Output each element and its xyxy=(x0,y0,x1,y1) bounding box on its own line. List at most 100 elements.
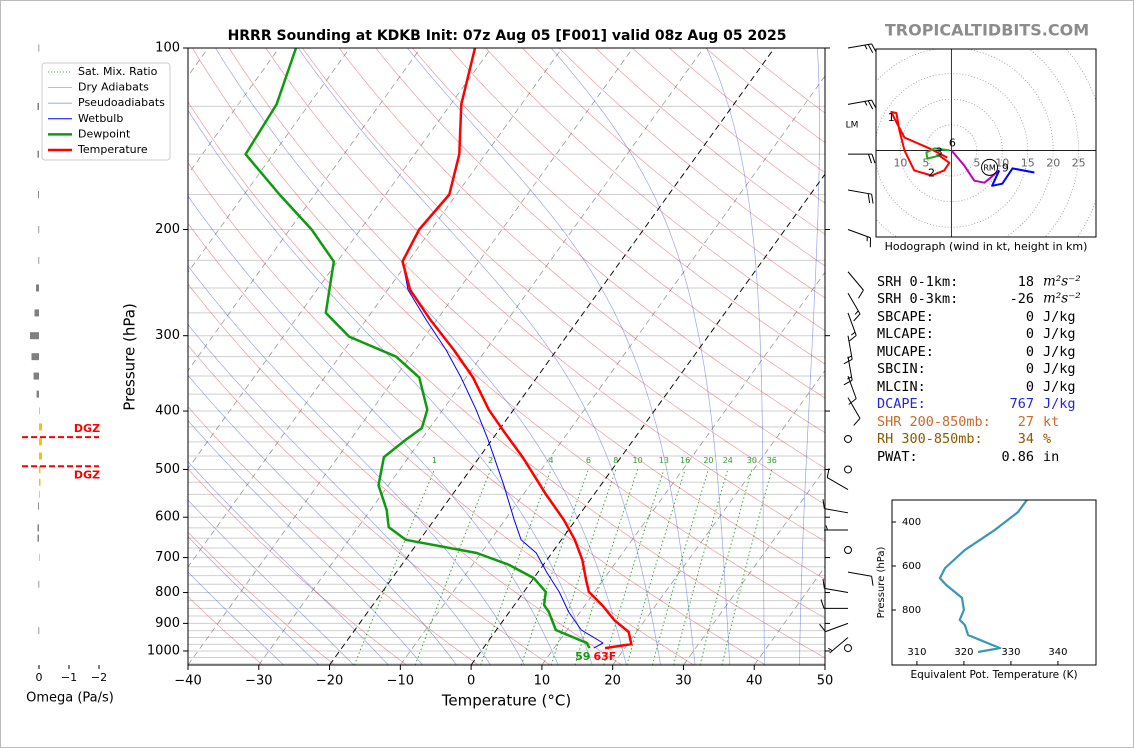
x-tick-label: −1 xyxy=(61,671,77,684)
site-name: TROPICALTIDBITS.COM xyxy=(885,21,1089,40)
barb-staff xyxy=(824,508,849,514)
pseudoadiabat xyxy=(188,109,593,665)
barb-staff xyxy=(847,292,861,315)
barb-half xyxy=(854,310,859,315)
height-label: 9 xyxy=(1002,161,1009,174)
y-tick-label: 900 xyxy=(155,616,180,631)
mixing-ratio-label: 20 xyxy=(703,456,713,465)
index-label: MLCIN: xyxy=(877,379,926,395)
barb-half xyxy=(827,647,833,652)
mixing-ratio-line xyxy=(626,469,686,665)
barb-full xyxy=(843,379,853,386)
barb-staff xyxy=(847,312,857,336)
wind-barb xyxy=(843,356,853,386)
annotation: LM xyxy=(846,121,859,131)
mixing-ratio-label: 24 xyxy=(723,456,733,465)
barb-staff xyxy=(847,43,872,49)
omega-bar xyxy=(39,478,41,486)
barb-staff xyxy=(825,622,849,633)
index-value: 0 xyxy=(1026,379,1034,395)
dry-adiabat xyxy=(188,406,479,665)
index-unit: J/kg xyxy=(1043,326,1076,342)
wind-barb xyxy=(847,43,877,54)
barb-full xyxy=(871,194,874,204)
omega-bar xyxy=(37,150,39,158)
barb-full xyxy=(871,576,874,586)
omega-bar xyxy=(39,490,40,498)
profile-line xyxy=(244,48,591,649)
pseudoadiabat xyxy=(297,48,661,665)
legend-label: Dewpoint xyxy=(78,127,131,140)
x-tick-label: 320 xyxy=(954,647,973,658)
dry-adiabat xyxy=(188,531,335,665)
wind-barb xyxy=(844,465,852,474)
barb-staff xyxy=(847,571,872,577)
wind-barb xyxy=(847,397,861,426)
index-label: RH 300-850mb: xyxy=(877,431,983,447)
barb-staff xyxy=(847,397,861,419)
index-label: MLCAPE: xyxy=(877,326,934,342)
surface-temperature-label: 63F xyxy=(593,650,616,663)
theta-y-label: Pressure (hPa) xyxy=(876,547,887,619)
skewt-axes: 59 63F −40 −30 −20 −10 0 10 20 30 40 50 100 200 300 400… xyxy=(41,41,877,710)
barb-full xyxy=(826,468,830,478)
omega-bar xyxy=(39,423,42,431)
isotherm xyxy=(188,48,634,665)
y-tick-label: 300 xyxy=(155,328,180,343)
omega-bar xyxy=(34,309,39,317)
barb-full xyxy=(871,43,877,53)
mixing-ratio-label: 1 xyxy=(432,456,437,465)
pseudoadiabat xyxy=(706,48,765,665)
wind-barb xyxy=(847,375,857,405)
index-value: 27 xyxy=(1018,414,1034,430)
omega-bar xyxy=(39,465,41,473)
legend: Sat. Mix. Ratio Dry Adiabats Pseudoadiabat… xyxy=(41,62,171,161)
wind-barb xyxy=(820,599,848,609)
barb-staff xyxy=(847,375,857,399)
x-tick-label: 30 xyxy=(675,674,692,689)
omega-x-label: Omega (Pa/s) xyxy=(26,691,114,706)
index-value: 18 xyxy=(1018,274,1034,290)
index-unit: J/kg xyxy=(1043,344,1076,360)
omega-bar xyxy=(37,102,39,110)
hodograph: 10 5 5 10 15 20 25 1 236 9 RM Hodograph (wind in kt… xyxy=(875,48,1097,253)
index-unit: % xyxy=(1043,431,1051,447)
index-label: MUCAPE: xyxy=(877,344,934,360)
y-tick-label: 400 xyxy=(155,404,180,419)
dry-adiabat xyxy=(338,48,825,469)
indices-table: SRH 0-1km: 18 m²s⁻² SRH 0-3km: -26 m²s⁻² SBCAP… xyxy=(877,274,1081,466)
pseudoadiabat xyxy=(188,571,284,665)
mixing-ratio-label: 2 xyxy=(488,456,493,465)
ring-label: 15 xyxy=(1021,156,1035,169)
omega-bar xyxy=(39,452,42,460)
mixing-ratio-line xyxy=(480,469,552,665)
mixing-ratio-label: 8 xyxy=(613,456,618,465)
x-axis-label: Temperature (°C) xyxy=(441,692,571,710)
index-value: 34 xyxy=(1018,431,1034,447)
pseudoadiabat xyxy=(188,536,319,665)
x-tick-label: 40 xyxy=(746,674,763,689)
barb-full xyxy=(871,154,876,164)
barb-staff xyxy=(847,356,853,381)
x-tick-label: 50 xyxy=(817,674,834,689)
dry-adiabat xyxy=(228,48,825,580)
y-tick-label: 600 xyxy=(155,510,180,525)
x-tick-label: −30 xyxy=(245,674,272,689)
dry-adiabat xyxy=(188,596,263,665)
x-tick-label: 330 xyxy=(1001,647,1020,658)
dry-adiabat xyxy=(192,48,825,619)
barb-staff xyxy=(824,587,849,594)
x-tick-label: −20 xyxy=(316,674,343,689)
y-tick-label: 700 xyxy=(155,550,180,565)
index-value: 767 xyxy=(1010,396,1034,412)
dry-adiabat xyxy=(188,283,623,665)
legend-box xyxy=(41,62,171,161)
dgz-label: DGZ xyxy=(74,468,100,481)
y-tick-label: 800 xyxy=(902,605,921,616)
omega-bar xyxy=(38,256,40,264)
dry-adiabat xyxy=(188,344,551,665)
index-unit: J/kg xyxy=(1043,309,1076,325)
barb-staff xyxy=(847,229,871,239)
y-tick-label: 500 xyxy=(155,462,180,477)
